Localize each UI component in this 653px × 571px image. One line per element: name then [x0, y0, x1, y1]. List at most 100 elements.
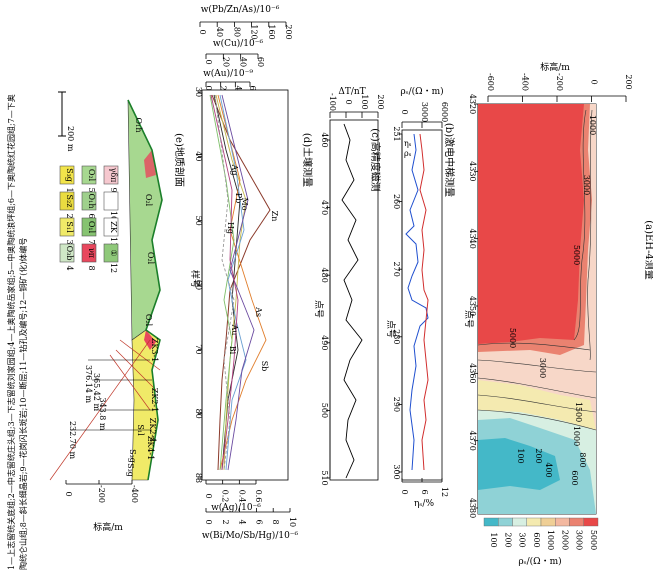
tick-label: 0	[400, 109, 409, 114]
legend-item: γδπ 9	[103, 165, 119, 193]
unit-label: O₁h	[134, 118, 143, 133]
tick-label: -400	[521, 73, 530, 91]
tick-label: 40	[215, 27, 224, 37]
caption-line-2: 陶统仑山组;8—斜长细晶岩;9—花岗闪长斑岩;10—断层;11—钻孔及编号;12…	[18, 238, 28, 570]
tick-label: 200	[376, 94, 385, 109]
tick-label: -600	[486, 73, 495, 91]
tick-label: 12	[440, 487, 449, 497]
colorbar-tick: 200	[503, 532, 512, 547]
tick-label: -200	[555, 73, 564, 91]
panel-a-eh4: (a)EH-4测量 标高/m -600 -400 -200 0 200 4320 4330…	[463, 61, 653, 567]
legend-number: 6	[87, 213, 96, 218]
panel-b-station-ticks: 251 260 270 280 290 300	[392, 126, 403, 480]
tick-label: 260	[392, 194, 401, 209]
unit-label: O₂l	[144, 194, 153, 207]
legend-swatch	[81, 243, 97, 263]
contour-label: 1000	[588, 115, 597, 135]
element-label: Bi	[228, 346, 237, 355]
panel-a-x-label: 点号	[463, 310, 474, 328]
svg-text:200 m: 200 m	[66, 126, 75, 152]
tick-label: 200	[624, 74, 633, 89]
legend-swatch	[81, 191, 97, 211]
legend-swatch	[59, 191, 75, 211]
tick-label: 70	[194, 344, 203, 354]
tick-label: 4320	[468, 94, 477, 114]
colorbar-tick: 2000	[560, 530, 569, 550]
contour-label: 400	[544, 462, 553, 477]
depth-label: 365.42 m	[92, 373, 101, 412]
element-label: Zn	[270, 211, 279, 222]
panel-e-title: (e)地质剖面	[173, 133, 186, 187]
panel-b-eta-label: ηₛ/%	[414, 499, 434, 509]
legend-item: νπ 8	[81, 243, 97, 271]
panel-d-top-ticks-2: 0 20 40 60	[204, 53, 265, 67]
tick-label: 20	[221, 57, 230, 67]
colorbar-tick: 100	[489, 532, 498, 547]
contour-label: 1000	[572, 426, 581, 446]
panel-b-legend-eta: ηₛ	[404, 139, 412, 148]
panel-c-station-ticks: 460 470 480 490 500 510	[320, 132, 331, 486]
legend-item: O₃b 4	[59, 243, 75, 271]
panel-c-x-label: 点号	[313, 300, 324, 318]
panel-b-eta-ticks: 0 6 12	[400, 478, 449, 497]
legend-number: 11	[109, 237, 118, 247]
tick-label: 0	[198, 29, 207, 34]
legend-number: 4	[65, 265, 74, 270]
panel-a-station-ticks: 4320 4330 4340 4350 4360 4370 4380	[468, 94, 479, 518]
panel-d-top-ticks-1: 0 40 80 120 160 200	[198, 21, 293, 40]
legend-code: ZK	[109, 221, 118, 234]
tick-label: 460	[320, 132, 329, 147]
tick-label: 40	[239, 57, 248, 67]
legend-code: S₁l	[65, 221, 74, 233]
panel-c-y-label: ΔT/nT	[338, 87, 365, 97]
tick-label: 4330	[468, 161, 477, 181]
colorbar-swatch	[512, 517, 527, 527]
panel-e-elevation-axis: 0 -200 -400	[64, 480, 139, 503]
colorbar-tick: 1000	[546, 530, 555, 550]
depth-label: 232.70 m	[68, 421, 77, 460]
depth-label: 343.8 m	[98, 397, 107, 430]
panel-a-contour-field	[477, 103, 597, 515]
tick-label: 4	[238, 519, 247, 524]
tick-label: 4340	[468, 228, 477, 248]
tick-label: 80	[194, 409, 203, 419]
panel-b-ip: (b)激电中梯测量 ρₛ/(Ω・m) 0 3000 6000 25126027028…	[385, 86, 456, 509]
panel-a-elevation-ticks: -600 -400 -200 0 200	[486, 73, 633, 102]
legend-swatch	[103, 217, 119, 237]
caption-line-1: 1—上志留统关底组;2—中志留统庄头组;3—下志留统刘家园组;4—上奥陶统岳家组…	[6, 94, 16, 570]
colorbar-swatch	[526, 517, 542, 527]
tick-label: 3000	[420, 102, 429, 122]
colorbar-tick: 5000	[589, 530, 598, 550]
figure-caption: 1—上志留统关底组;2—中志留统庄头组;3—下志留统刘家园组;4—上奥陶统岳家组…	[6, 94, 28, 570]
legend-item: S₁l 3	[59, 217, 75, 245]
tick-label: 490	[320, 335, 329, 350]
tick-label: 2	[221, 519, 230, 524]
contour-label: 100	[516, 448, 525, 463]
panel-c-magnetic: (c)高精度磁测 ΔT/nT -100 0 100 200 460 470 480 490 5…	[313, 87, 385, 486]
legend-code: νπ	[87, 248, 96, 258]
tick-label: 6	[248, 85, 257, 90]
tick-label: 100	[360, 94, 369, 109]
element-label: Hg	[226, 222, 235, 234]
drill-label: ZK3-1	[150, 338, 159, 362]
tick-label: 0	[64, 491, 73, 496]
drill-label: ZK2-1	[150, 388, 159, 412]
panel-b-rho-ticks: 0 3000 6000	[400, 102, 449, 128]
legend-swatch	[59, 165, 75, 185]
panel-a-title: (a)EH-4测量	[643, 220, 653, 280]
panel-b-x-label: 点号	[385, 320, 396, 338]
tick-label: 0	[204, 59, 213, 64]
panel-d-bottom-label-2: w(Bi/Mo/Sb/Hg)/10⁻⁶	[202, 530, 299, 541]
panel-b-rho-label: ρₛ/(Ω・m)	[400, 86, 443, 97]
tick-label: 4	[233, 85, 242, 90]
panel-d-sample-ticks: 30 40 50 60 70 80 88	[194, 87, 203, 483]
contour-label: 600	[570, 470, 579, 485]
legend-code: O₁h	[87, 194, 96, 209]
tick-label: 480	[320, 268, 329, 283]
legend-code: S₃g	[65, 168, 74, 182]
legend-swatch	[103, 165, 119, 185]
panel-d-bottom-ticks-1: 0 0.2 0.4 0.6	[204, 480, 263, 502]
legend-number: 1	[65, 187, 74, 192]
